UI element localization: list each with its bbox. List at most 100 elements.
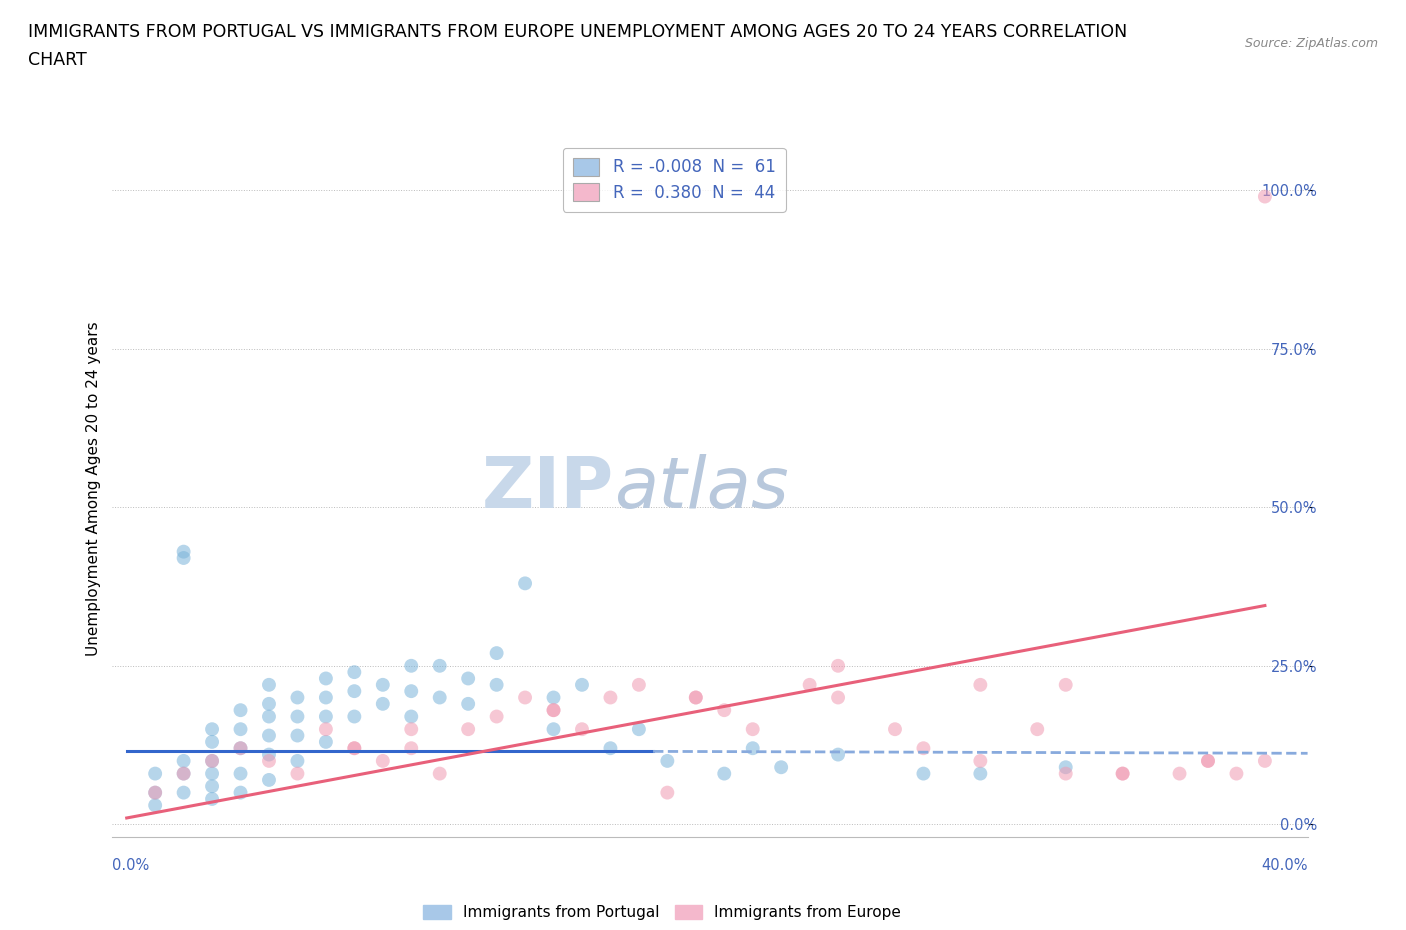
Point [173, 766, 195, 781]
Point [257, 728, 280, 743]
Point [257, 697, 280, 711]
Point [543, 690, 565, 705]
Text: IMMIGRANTS FROM PORTUGAL VS IMMIGRANTS FROM EUROPE UNEMPLOYMENT AMONG AGES 20 TO: IMMIGRANTS FROM PORTUGAL VS IMMIGRANTS F… [28, 23, 1128, 41]
Point [543, 722, 565, 737]
Point [513, 576, 536, 591]
Point [143, 766, 166, 781]
Point [343, 709, 366, 724]
Point [201, 778, 224, 793]
Point [287, 728, 309, 743]
Point [173, 551, 195, 565]
Point [912, 766, 935, 781]
Point [401, 741, 423, 756]
Point [201, 735, 224, 750]
Point [457, 671, 479, 686]
Point [599, 741, 621, 756]
Point [257, 677, 280, 692]
Point [401, 709, 423, 724]
Point [429, 766, 451, 781]
Point [485, 677, 508, 692]
Point [229, 741, 252, 756]
Point [513, 690, 536, 705]
Point [1111, 766, 1133, 781]
Point [343, 741, 366, 756]
Point [571, 677, 593, 692]
Point [657, 753, 679, 768]
Point [457, 722, 479, 737]
Point [229, 766, 252, 781]
Point [741, 741, 763, 756]
Point [173, 753, 195, 768]
Point [201, 753, 224, 768]
Point [173, 766, 195, 781]
Point [143, 798, 166, 813]
Point [315, 735, 337, 750]
Point [315, 671, 337, 686]
Point [741, 722, 763, 737]
Point [229, 785, 252, 800]
Point [257, 709, 280, 724]
Point [1254, 189, 1277, 204]
Legend: R = -0.008  N =  61, R =  0.380  N =  44: R = -0.008 N = 61, R = 0.380 N = 44 [562, 148, 786, 212]
Text: ZIP: ZIP [482, 454, 614, 523]
Point [401, 658, 423, 673]
Text: CHART: CHART [28, 51, 87, 69]
Point [1168, 766, 1191, 781]
Point [429, 658, 451, 673]
Point [143, 785, 166, 800]
Point [287, 766, 309, 781]
Point [201, 766, 224, 781]
Point [571, 722, 593, 737]
Point [143, 785, 166, 800]
Point [485, 645, 508, 660]
Point [343, 684, 366, 698]
Point [1026, 722, 1049, 737]
Point [287, 690, 309, 705]
Point [343, 741, 366, 756]
Point [229, 703, 252, 718]
Point [371, 697, 394, 711]
Point [315, 709, 337, 724]
Point [229, 741, 252, 756]
Point [1225, 766, 1247, 781]
Point [827, 658, 849, 673]
Point [371, 677, 394, 692]
Point [201, 722, 224, 737]
Point [257, 773, 280, 788]
Point [1111, 766, 1133, 781]
Point [827, 690, 849, 705]
Point [770, 760, 793, 775]
Point [713, 766, 735, 781]
Point [627, 722, 650, 737]
Text: 40.0%: 40.0% [1261, 857, 1308, 872]
Point [343, 665, 366, 680]
Point [912, 741, 935, 756]
Point [173, 544, 195, 559]
Point [969, 766, 991, 781]
Point [1054, 766, 1077, 781]
Point [315, 690, 337, 705]
Point [685, 690, 707, 705]
Point [969, 677, 991, 692]
Point [257, 753, 280, 768]
Point [1197, 753, 1219, 768]
Point [457, 697, 479, 711]
Point [827, 747, 849, 762]
Point [287, 753, 309, 768]
Point [627, 677, 650, 692]
Point [1254, 753, 1277, 768]
Point [969, 753, 991, 768]
Point [429, 690, 451, 705]
Point [884, 722, 907, 737]
Point [201, 753, 224, 768]
Point [685, 690, 707, 705]
Point [1054, 677, 1077, 692]
Point [229, 722, 252, 737]
Point [485, 709, 508, 724]
Point [1054, 760, 1077, 775]
Point [257, 747, 280, 762]
Point [315, 722, 337, 737]
Point [599, 690, 621, 705]
Point [543, 703, 565, 718]
Point [287, 709, 309, 724]
